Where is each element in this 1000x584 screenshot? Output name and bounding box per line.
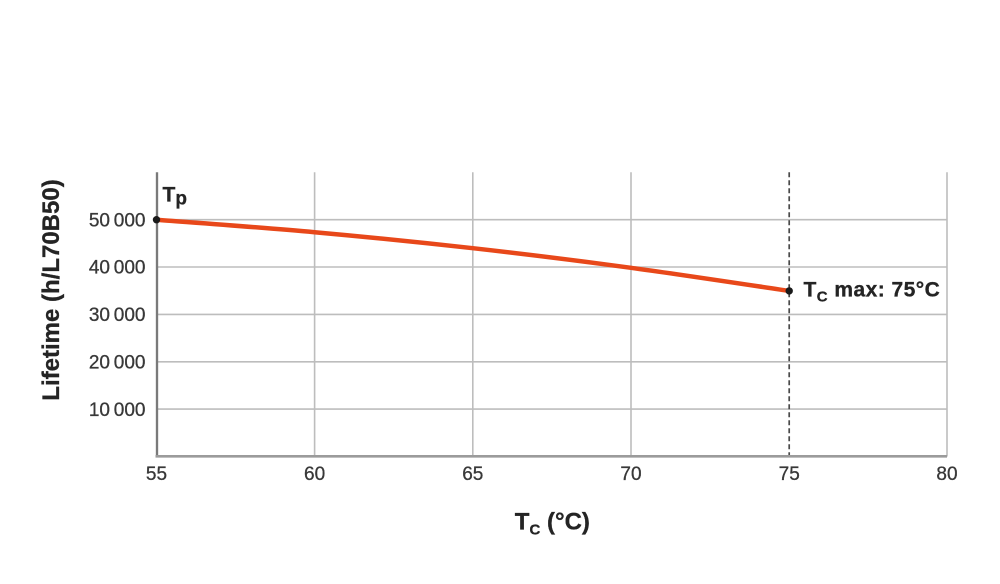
svg-text:60: 60 [304, 464, 325, 485]
svg-text:80: 80 [936, 464, 957, 485]
svg-text:30 000: 30 000 [89, 305, 146, 326]
svg-text:TC (°C): TC (°C) [515, 508, 590, 538]
svg-text:65: 65 [462, 464, 483, 485]
svg-text:Tp: Tp [163, 184, 187, 210]
svg-text:TC max: 75°C: TC max: 75°C [804, 278, 941, 305]
svg-text:Lifetime (h/L70B50): Lifetime (h/L70B50) [38, 179, 65, 400]
svg-text:40 000: 40 000 [89, 258, 146, 279]
svg-text:75: 75 [779, 464, 800, 485]
svg-text:50 000: 50 000 [89, 210, 146, 231]
svg-text:10 000: 10 000 [89, 400, 146, 421]
svg-text:20 000: 20 000 [89, 353, 146, 374]
svg-text:70: 70 [620, 464, 641, 485]
svg-text:55: 55 [146, 464, 167, 485]
